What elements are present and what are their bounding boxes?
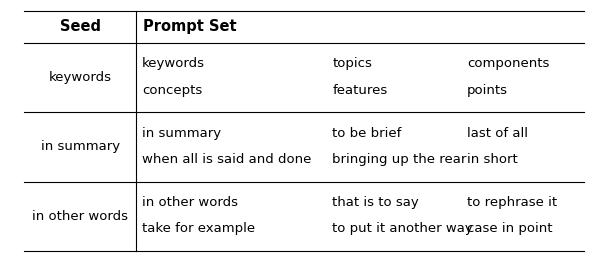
Text: in other words: in other words	[142, 196, 238, 209]
Text: to put it another way: to put it another way	[332, 222, 473, 235]
Text: to rephrase it: to rephrase it	[467, 196, 557, 209]
Text: keywords: keywords	[49, 71, 111, 84]
Text: keywords: keywords	[142, 57, 205, 70]
Text: to be brief: to be brief	[332, 126, 402, 140]
Text: topics: topics	[332, 57, 372, 70]
Text: last of all: last of all	[467, 126, 528, 140]
Text: when all is said and done: when all is said and done	[142, 153, 311, 166]
Text: in summary: in summary	[40, 140, 120, 153]
Text: that is to say: that is to say	[332, 196, 419, 209]
Text: components: components	[467, 57, 549, 70]
Text: points: points	[467, 84, 508, 97]
Text: in summary: in summary	[142, 126, 221, 140]
Text: features: features	[332, 84, 388, 97]
Text: Prompt Set: Prompt Set	[143, 19, 237, 34]
Text: take for example: take for example	[142, 222, 255, 235]
Text: case in point: case in point	[467, 222, 552, 235]
Text: in other words: in other words	[32, 210, 128, 223]
Text: bringing up the rear: bringing up the rear	[332, 153, 467, 166]
Text: Seed: Seed	[60, 19, 101, 34]
Text: in short: in short	[467, 153, 518, 166]
Text: concepts: concepts	[142, 84, 202, 97]
